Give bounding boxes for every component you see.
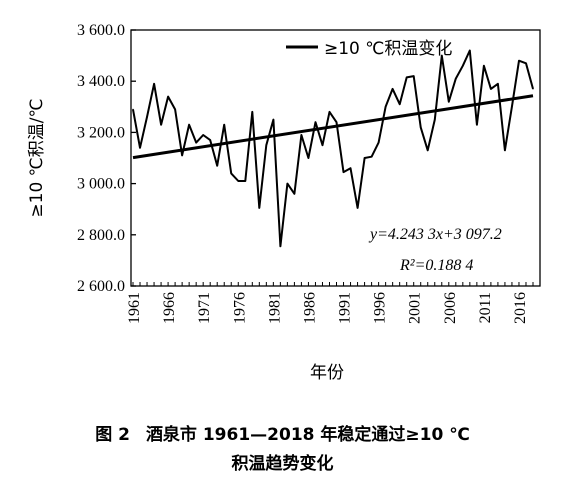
y-tick-label: 3 200.0 — [77, 124, 125, 141]
data-point — [518, 60, 520, 62]
data-point — [223, 124, 225, 126]
data-point — [153, 83, 155, 85]
data-point — [392, 88, 394, 90]
figure-caption: 图 2 酒泉市 1961—2018 年稳定通过≥10 ℃ — [0, 420, 565, 445]
figure-caption-line2: 积温趋势变化 — [0, 449, 565, 474]
data-point — [413, 75, 415, 77]
y-tick-label: 2 600.0 — [77, 278, 125, 295]
data-point — [469, 49, 471, 52]
data-point — [385, 106, 387, 108]
legend-label: ≥10 ℃积温变化 — [324, 39, 452, 59]
data-point — [321, 144, 324, 146]
data-point — [455, 78, 457, 80]
data-point — [349, 167, 352, 169]
r-squared: R²=0.188 4 — [399, 257, 473, 274]
data-point — [251, 111, 253, 113]
x-tick-label: 2001 — [407, 292, 424, 324]
x-tick-label: 1966 — [161, 292, 178, 324]
data-point — [167, 95, 169, 98]
data-point — [483, 65, 485, 67]
data-point — [448, 101, 450, 103]
x-tick-label: 1981 — [266, 292, 283, 324]
data-point — [420, 126, 422, 128]
data-point — [279, 245, 281, 247]
data-point — [188, 124, 190, 126]
data-point — [363, 157, 366, 159]
data-point — [399, 103, 401, 105]
data-point — [504, 149, 506, 151]
y-axis: 2 600.0 2 800.0 3 000.0 3 200.0 3 400.0 3 600… — [77, 22, 136, 295]
data-point — [174, 108, 176, 110]
series-points — [132, 49, 534, 247]
caption-label: 图 2 — [95, 425, 130, 445]
data-point — [427, 149, 429, 151]
x-tick-label: 1986 — [301, 292, 318, 324]
data-point — [209, 139, 211, 141]
legend: ≥10 ℃积温变化 — [286, 39, 452, 59]
data-point — [406, 76, 408, 78]
y-tick-label: 3 000.0 — [77, 176, 125, 193]
data-point — [216, 165, 218, 167]
x-axis: 1961 1966 1971 1976 1981 1986 1991 1996 2001 2006… — [126, 282, 534, 324]
x-tick-label: 1961 — [126, 292, 143, 324]
x-tick-label: 1971 — [196, 292, 213, 324]
data-point — [462, 65, 464, 67]
data-point — [244, 180, 246, 182]
data-point — [511, 106, 513, 108]
data-point — [342, 171, 345, 173]
x-tick-label: 2016 — [512, 292, 529, 324]
data-point — [160, 124, 162, 126]
data-point — [356, 207, 359, 209]
plot-frame — [130, 29, 541, 287]
data-point — [300, 134, 303, 136]
data-point — [307, 157, 310, 159]
data-point — [328, 111, 331, 113]
trend-line — [132, 94, 534, 160]
y-axis-title: ≥10 ℃积温/℃ — [27, 98, 47, 217]
data-point — [497, 83, 499, 85]
data-point — [258, 207, 260, 209]
data-point — [441, 55, 443, 57]
data-point — [434, 119, 436, 121]
data-point — [146, 116, 148, 118]
data-point — [370, 156, 373, 158]
caption-line2: 积温趋势变化 — [231, 454, 334, 474]
data-point — [265, 144, 267, 146]
y-tick-label: 3 600.0 — [77, 22, 125, 39]
data-point — [195, 142, 197, 144]
data-point — [132, 108, 134, 110]
x-tick-label: 1976 — [231, 292, 248, 324]
x-tick-label: 1991 — [337, 292, 354, 324]
data-point — [286, 183, 288, 185]
data-point — [293, 193, 296, 195]
x-tick-label: 2011 — [477, 292, 494, 323]
y-tick-label: 2 800.0 — [77, 227, 125, 244]
data-point — [181, 154, 183, 157]
x-tick-label: 1996 — [372, 292, 389, 324]
data-point — [532, 88, 534, 90]
data-point — [237, 180, 239, 182]
x-tick-label: 2006 — [442, 292, 459, 324]
series-line — [132, 49, 534, 248]
regression-equation: y=4.243 3x+3 097.2 — [368, 226, 502, 243]
data-point — [490, 88, 492, 90]
data-point — [139, 147, 141, 149]
data-point — [378, 142, 380, 144]
data-point — [335, 121, 338, 123]
y-tick-label: 3 400.0 — [77, 73, 125, 90]
x-axis-title: 年份 — [310, 363, 344, 383]
data-point — [314, 121, 317, 123]
data-point — [476, 124, 478, 126]
data-point — [525, 62, 527, 64]
data-point — [272, 119, 274, 121]
data-point — [202, 134, 204, 136]
caption-line1: 酒泉市 1961—2018 年稳定通过≥10 ℃ — [145, 425, 470, 445]
data-point — [230, 172, 232, 174]
